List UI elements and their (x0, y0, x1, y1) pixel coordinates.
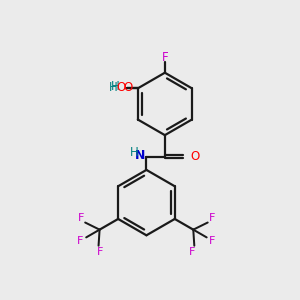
Text: F: F (209, 213, 215, 223)
Text: F: F (189, 247, 196, 257)
Text: F: F (209, 236, 215, 246)
Text: H: H (130, 146, 138, 160)
Text: O: O (191, 150, 200, 163)
Text: O: O (123, 81, 132, 94)
Text: O: O (117, 81, 126, 94)
Text: F: F (77, 213, 84, 223)
Text: F: F (97, 247, 104, 257)
Text: H: H (111, 80, 119, 93)
Text: F: F (161, 51, 168, 64)
Text: F: F (77, 236, 84, 246)
Text: N: N (135, 149, 145, 162)
Text: H: H (109, 81, 118, 94)
